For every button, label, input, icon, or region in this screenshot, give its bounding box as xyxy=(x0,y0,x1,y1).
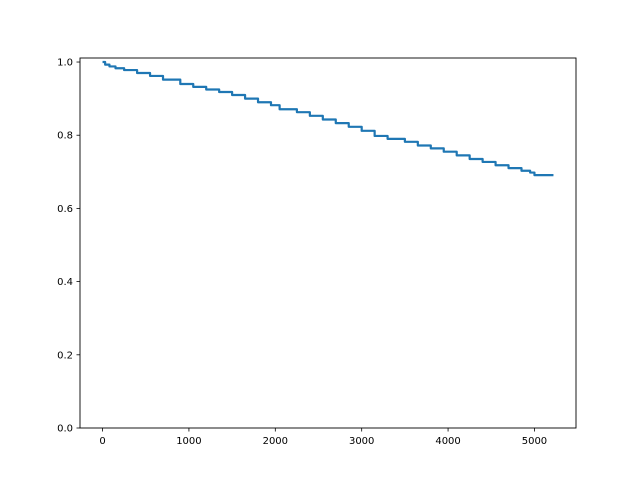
y-tick-label: 0.8 xyxy=(57,131,73,142)
x-tick-label: 2000 xyxy=(263,436,288,447)
x-tick-label: 4000 xyxy=(435,436,460,447)
y-tick-label: 0.6 xyxy=(57,204,73,215)
x-tick-label: 3000 xyxy=(349,436,374,447)
y-tick-label: 1.0 xyxy=(57,58,73,69)
y-tick-label: 0.2 xyxy=(57,350,73,361)
x-tick-label: 0 xyxy=(99,436,105,447)
series-line xyxy=(102,60,554,177)
x-tick-label: 5000 xyxy=(522,436,547,447)
y-tick-label: 0.4 xyxy=(57,277,73,288)
axes-frame xyxy=(79,57,577,429)
y-tick-label: 0.0 xyxy=(57,424,73,435)
x-tick-label: 1000 xyxy=(176,436,201,447)
